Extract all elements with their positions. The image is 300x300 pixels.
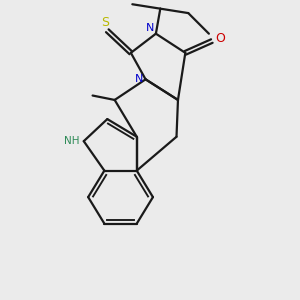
Text: NH: NH <box>64 136 79 146</box>
Text: S: S <box>101 16 109 29</box>
Text: N: N <box>146 23 154 33</box>
Text: N: N <box>135 74 143 84</box>
Text: O: O <box>215 32 225 45</box>
